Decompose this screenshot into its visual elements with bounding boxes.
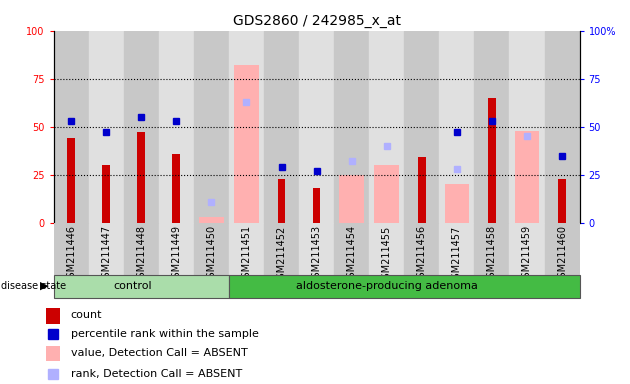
Bar <box>404 31 439 223</box>
Bar <box>173 154 180 223</box>
Bar <box>229 31 264 223</box>
Bar <box>229 275 580 298</box>
Text: GSM211448: GSM211448 <box>136 225 146 284</box>
Bar <box>278 179 285 223</box>
Bar <box>123 31 159 223</box>
Bar <box>334 223 369 275</box>
Bar <box>510 31 544 223</box>
Text: disease state: disease state <box>1 281 66 291</box>
Bar <box>544 223 580 275</box>
Bar <box>439 31 474 223</box>
Text: percentile rank within the sample: percentile rank within the sample <box>71 329 258 339</box>
Bar <box>54 223 89 275</box>
Bar <box>89 31 123 223</box>
Text: value, Detection Call = ABSENT: value, Detection Call = ABSENT <box>71 348 248 358</box>
Text: count: count <box>71 310 102 321</box>
Bar <box>474 31 510 223</box>
Bar <box>264 223 299 275</box>
Text: GSM211457: GSM211457 <box>452 225 462 285</box>
Bar <box>199 217 224 223</box>
Bar <box>374 165 399 223</box>
Bar <box>54 275 229 298</box>
Bar <box>194 31 229 223</box>
Bar <box>474 223 510 275</box>
Bar <box>340 175 364 223</box>
Bar <box>229 223 264 275</box>
Bar <box>334 31 369 223</box>
Bar <box>159 223 194 275</box>
Bar <box>137 132 145 223</box>
Bar <box>47 346 60 361</box>
Bar <box>558 179 566 223</box>
Bar <box>369 31 404 223</box>
Bar <box>299 223 334 275</box>
Text: GSM211446: GSM211446 <box>66 225 76 284</box>
Text: GSM211452: GSM211452 <box>277 225 287 285</box>
Text: GSM211459: GSM211459 <box>522 225 532 285</box>
Bar <box>54 31 89 223</box>
Text: GSM211450: GSM211450 <box>207 225 216 285</box>
Bar <box>47 308 60 323</box>
Bar <box>67 138 75 223</box>
Bar <box>488 98 496 223</box>
Bar <box>102 165 110 223</box>
Text: rank, Detection Call = ABSENT: rank, Detection Call = ABSENT <box>71 369 242 379</box>
Bar <box>89 223 123 275</box>
Bar <box>159 31 194 223</box>
Text: GSM211453: GSM211453 <box>312 225 321 285</box>
Bar <box>234 65 259 223</box>
Bar <box>510 223 544 275</box>
Bar <box>439 223 474 275</box>
Text: GSM211456: GSM211456 <box>417 225 427 285</box>
Bar <box>369 223 404 275</box>
Bar <box>194 223 229 275</box>
Text: GSM211455: GSM211455 <box>382 225 392 285</box>
Text: GSM211447: GSM211447 <box>101 225 111 285</box>
Text: ▶: ▶ <box>40 281 49 291</box>
Text: GSM211449: GSM211449 <box>171 225 181 284</box>
Text: GSM211460: GSM211460 <box>557 225 567 284</box>
Bar <box>299 31 334 223</box>
Text: GSM211458: GSM211458 <box>487 225 497 285</box>
Title: GDS2860 / 242985_x_at: GDS2860 / 242985_x_at <box>232 14 401 28</box>
Text: aldosterone-producing adenoma: aldosterone-producing adenoma <box>295 281 478 291</box>
Bar <box>515 131 539 223</box>
Bar <box>445 184 469 223</box>
Bar <box>544 31 580 223</box>
Text: GSM211454: GSM211454 <box>346 225 357 285</box>
Bar <box>264 31 299 223</box>
Text: GSM211451: GSM211451 <box>241 225 251 285</box>
Bar <box>123 223 159 275</box>
Bar <box>418 157 426 223</box>
Bar <box>312 188 321 223</box>
Text: control: control <box>113 281 152 291</box>
Bar <box>404 223 439 275</box>
